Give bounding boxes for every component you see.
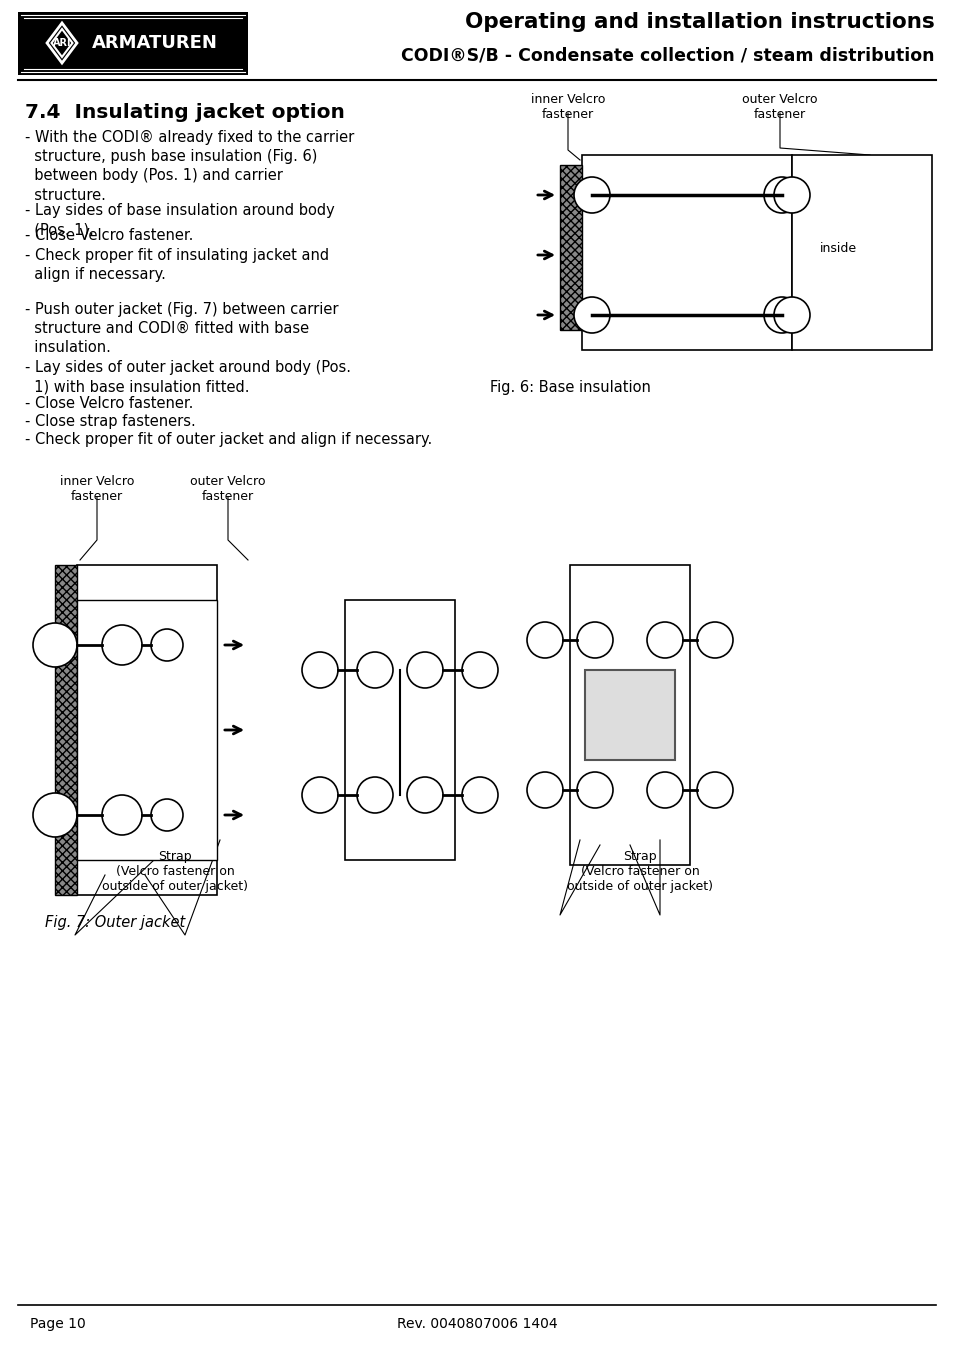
Text: CODI®S/B - Condensate collection / steam distribution: CODI®S/B - Condensate collection / steam… xyxy=(401,47,934,65)
Text: - Lay sides of outer jacket around body (Pos.
  1) with base insulation fitted.: - Lay sides of outer jacket around body … xyxy=(25,359,351,394)
Text: - Push outer jacket (Fig. 7) between carrier
  structure and CODI® fitted with b: - Push outer jacket (Fig. 7) between car… xyxy=(25,303,338,355)
Bar xyxy=(581,155,791,350)
Circle shape xyxy=(773,177,809,213)
Circle shape xyxy=(407,777,442,813)
Bar xyxy=(569,565,689,865)
Text: - With the CODI® already fixed to the carrier
  structure, push base insulation : - With the CODI® already fixed to the ca… xyxy=(25,130,354,203)
Circle shape xyxy=(697,771,732,808)
Bar xyxy=(18,12,248,76)
Bar xyxy=(55,565,77,894)
Circle shape xyxy=(646,771,682,808)
Text: - Check proper fit of outer jacket and align if necessary.: - Check proper fit of outer jacket and a… xyxy=(25,432,432,447)
Circle shape xyxy=(302,653,337,688)
Text: ARMATUREN: ARMATUREN xyxy=(92,34,217,51)
Circle shape xyxy=(574,177,609,213)
Text: inner Velcro
fastener: inner Velcro fastener xyxy=(60,476,134,503)
Text: - Close Velcro fastener.: - Close Velcro fastener. xyxy=(25,228,193,243)
Bar xyxy=(584,670,675,761)
Bar xyxy=(559,165,581,330)
Circle shape xyxy=(763,177,800,213)
Text: outer Velcro
fastener: outer Velcro fastener xyxy=(741,93,817,122)
Circle shape xyxy=(102,794,142,835)
Text: inner Velcro
fastener: inner Velcro fastener xyxy=(530,93,604,122)
Bar xyxy=(77,600,216,861)
Text: inside: inside xyxy=(820,242,856,254)
Circle shape xyxy=(151,630,183,661)
Text: - Check proper fit of insulating jacket and
  align if necessary.: - Check proper fit of insulating jacket … xyxy=(25,249,329,282)
Circle shape xyxy=(526,621,562,658)
Circle shape xyxy=(407,653,442,688)
Circle shape xyxy=(102,626,142,665)
Text: Strap
(Velcro fastener on
outside of outer jacket): Strap (Velcro fastener on outside of out… xyxy=(102,850,248,893)
Text: Fig. 7: Outer jacket: Fig. 7: Outer jacket xyxy=(45,915,185,929)
Text: Operating and installation instructions: Operating and installation instructions xyxy=(465,12,934,32)
Text: Strap
(Velcro fastener on
outside of outer jacket): Strap (Velcro fastener on outside of out… xyxy=(566,850,712,893)
Circle shape xyxy=(526,771,562,808)
Circle shape xyxy=(33,793,77,838)
Circle shape xyxy=(577,771,613,808)
Circle shape xyxy=(773,297,809,332)
Circle shape xyxy=(763,297,800,332)
Circle shape xyxy=(33,623,77,667)
Text: inside: inside xyxy=(156,740,193,753)
Text: Fig. 6: Base insulation: Fig. 6: Base insulation xyxy=(490,380,650,394)
Circle shape xyxy=(356,777,393,813)
Circle shape xyxy=(577,621,613,658)
Bar xyxy=(791,155,931,350)
Bar xyxy=(345,600,455,861)
Circle shape xyxy=(461,653,497,688)
Text: Page 10: Page 10 xyxy=(30,1317,86,1331)
Text: ARI: ARI xyxy=(52,38,71,49)
Text: outer Velcro
fastener: outer Velcro fastener xyxy=(190,476,266,503)
Text: Rev. 0040807006 1404: Rev. 0040807006 1404 xyxy=(396,1317,557,1331)
Circle shape xyxy=(356,653,393,688)
Circle shape xyxy=(151,798,183,831)
Bar xyxy=(77,565,216,894)
Circle shape xyxy=(646,621,682,658)
Text: - Close Velcro fastener.: - Close Velcro fastener. xyxy=(25,396,193,411)
Circle shape xyxy=(574,297,609,332)
Text: - Close strap fasteners.: - Close strap fasteners. xyxy=(25,413,195,430)
Text: - Lay sides of base insulation around body
  (Pos. 1).: - Lay sides of base insulation around bo… xyxy=(25,203,335,238)
Circle shape xyxy=(697,621,732,658)
Text: 7.4  Insulating jacket option: 7.4 Insulating jacket option xyxy=(25,103,345,122)
Circle shape xyxy=(461,777,497,813)
Circle shape xyxy=(302,777,337,813)
